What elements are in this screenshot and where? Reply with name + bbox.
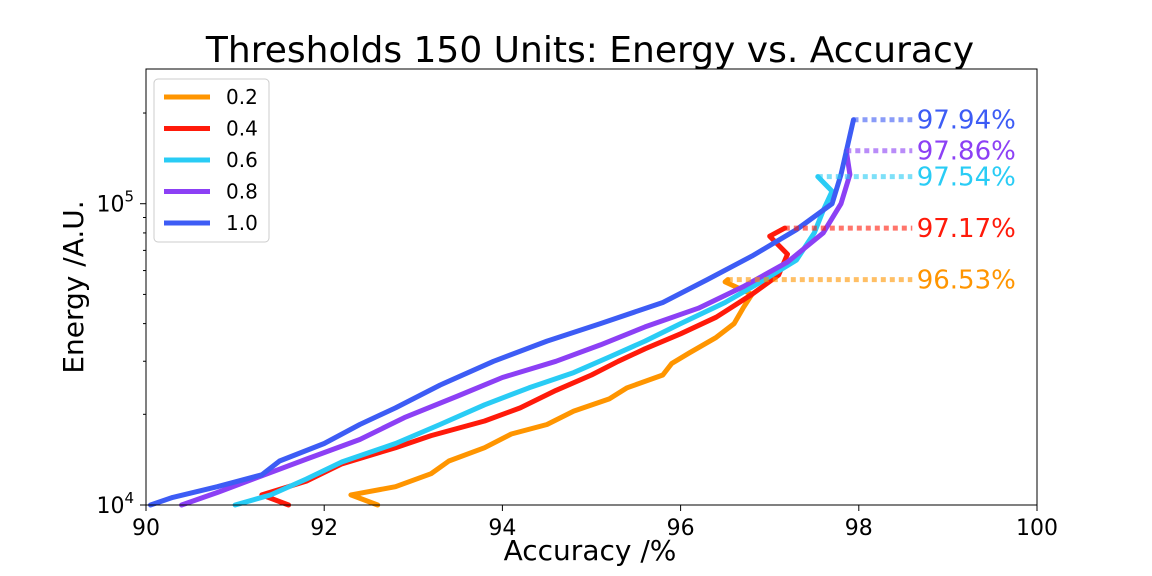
- y-tick-base-1: 10: [96, 193, 124, 218]
- final-value-label-2: 97.54%: [917, 163, 1016, 193]
- final-value-label-1: 97.17%: [917, 214, 1016, 244]
- legend-label-0: 0.2: [226, 85, 258, 109]
- legend: 0.2 0.4 0.6 0.8 1.0: [153, 78, 270, 243]
- x-tick-label-2: 94: [488, 516, 516, 541]
- final-value-label-4: 97.94%: [917, 106, 1016, 136]
- final-value-markers: 96.53% 97.17% 97.54%97.86%97.94%: [727, 106, 1016, 296]
- legend-label-3: 0.8: [226, 180, 258, 204]
- final-value-label-3: 97.86%: [917, 137, 1016, 167]
- series-layer: [148, 117, 856, 508]
- legend-label-1: 0.4: [226, 117, 258, 141]
- x-tick-label-0: 90: [132, 516, 160, 541]
- x-tick-label-4: 98: [845, 516, 873, 541]
- plot-frame: [145, 68, 1038, 506]
- y-tick-label-0: 104: [96, 489, 134, 519]
- y-tick-exp-0: 4: [124, 489, 134, 507]
- chart-title: Thresholds 150 Units: Energy vs. Accurac…: [205, 30, 974, 71]
- final-value-label-0: 96.53%: [917, 266, 1016, 296]
- y-tick-exp-1: 5: [124, 188, 134, 206]
- legend-box: [153, 78, 270, 243]
- x-tick-label-3: 96: [667, 516, 695, 541]
- x-tick-label-5: 100: [1016, 516, 1058, 541]
- x-axis-label: Accuracy /%: [504, 534, 677, 567]
- x-tick-label-1: 92: [310, 516, 338, 541]
- x-axis-ticks: 90 92 94 96 98 100: [132, 505, 1058, 541]
- y-tick-base-0: 10: [96, 494, 124, 519]
- series-line-2: [232, 174, 835, 508]
- legend-label-2: 0.6: [226, 148, 258, 172]
- series-line-0: [348, 277, 755, 508]
- legend-label-4: 1.0: [226, 211, 258, 235]
- series-line-3: [179, 148, 853, 508]
- y-axis-label: Energy /A.U.: [57, 200, 90, 373]
- y-tick-label-1: 105: [96, 188, 134, 218]
